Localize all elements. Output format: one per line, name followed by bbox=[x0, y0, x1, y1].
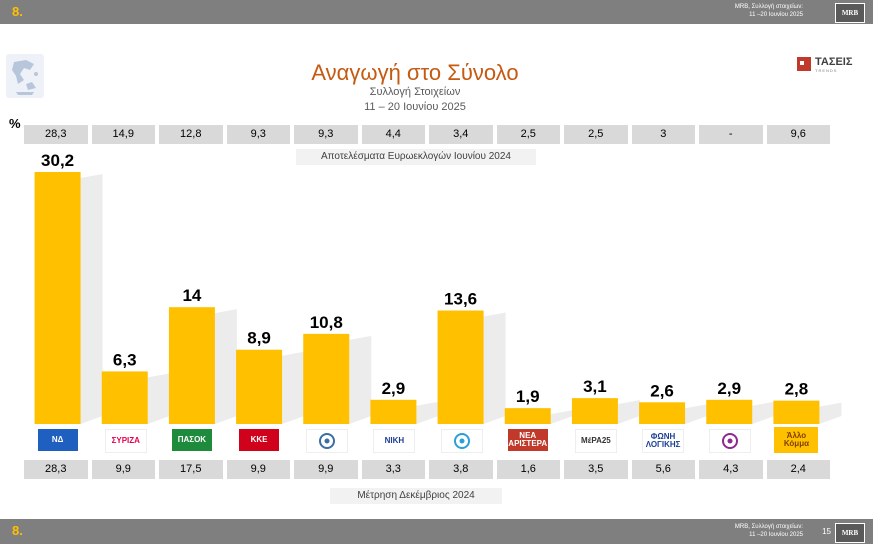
bar-shadow bbox=[550, 410, 573, 424]
allo-komma-box: Άλλο Κόμμα bbox=[774, 427, 819, 453]
december-cell-5: 9,9 bbox=[294, 460, 358, 479]
pasok-logo: ΠΑΣΟΚ bbox=[171, 429, 212, 451]
bar-shadow bbox=[416, 401, 439, 424]
euro-elections-caption: Αποτελέσματα Ευρωεκλογών Ιουνίου 2024 bbox=[296, 149, 536, 165]
december-caption: Μέτρηση Δεκέμβριος 2024 bbox=[330, 488, 502, 504]
bar-3 bbox=[168, 307, 215, 424]
bar-shadow bbox=[752, 401, 775, 424]
bar-10 bbox=[639, 402, 686, 424]
bar-12 bbox=[773, 400, 820, 424]
foni-logikis-logo: ΦΩΝΗ ΛΟΓΙΚΗΣ bbox=[642, 429, 685, 453]
december-cell-1: 28,3 bbox=[24, 460, 88, 479]
december-cell-8: 1,6 bbox=[496, 460, 560, 479]
december-cell-2: 9,9 bbox=[91, 460, 155, 479]
bar-value-label-6: 2,9 bbox=[382, 379, 406, 398]
footer-source-note: MRB, Συλλογή στοιχείων: 11 –20 Ιουνίου 2… bbox=[683, 523, 803, 539]
bar-4 bbox=[236, 349, 283, 424]
december-cell-7: 3,8 bbox=[429, 460, 493, 479]
niki-logo: ΝΙΚΗ bbox=[373, 429, 416, 453]
footer-source-line-1: MRB, Συλλογή στοιχείων: bbox=[734, 524, 803, 530]
footer-bar: 8. MRB, Συλλογή στοιχείων: 11 –20 Ιουνίο… bbox=[0, 519, 873, 544]
december-cell-9: 3,5 bbox=[564, 460, 628, 479]
euro-elections-cell-3: 12,8 bbox=[159, 125, 223, 144]
header-bar: 8. MRB, Συλλογή στοιχείων: 11 –20 Ιουνίο… bbox=[0, 0, 873, 24]
euro-elections-cell-5: 9,3 bbox=[294, 125, 358, 144]
bar-value-label-12: 2,8 bbox=[785, 380, 809, 399]
bar-shadow bbox=[483, 312, 506, 424]
bar-shadow bbox=[80, 174, 103, 424]
bar-2 bbox=[101, 371, 148, 424]
bar-value-label-3: 14 bbox=[182, 286, 201, 305]
bar-value-label-7: 13,6 bbox=[444, 290, 477, 309]
december-cell-4: 9,9 bbox=[226, 460, 290, 479]
bar-shadow bbox=[349, 335, 372, 424]
syriza-logo: ΣΥΡΙΖΑ bbox=[104, 429, 147, 453]
taseis-logo-name: ΤΑΣΕΙΣ bbox=[815, 56, 853, 68]
footer-mrb-logo: MRB bbox=[835, 523, 865, 543]
euro-elections-cell-9: 2,5 bbox=[564, 125, 628, 144]
mera25-logo: ΜέΡΑ25 bbox=[574, 429, 617, 453]
december-row: 28,3 9,9 17,5 9,9 9,9 3,3 3,8 1,6 3,5 5,6 4,3 2,4 bbox=[24, 460, 830, 479]
bar-7 bbox=[437, 310, 484, 424]
bar-shadow bbox=[282, 351, 305, 424]
bar-shadow bbox=[617, 400, 640, 424]
greece-map-icon bbox=[6, 54, 44, 98]
euro-elections-cell-1: 28,3 bbox=[24, 125, 88, 144]
euro-elections-cell-8: 2,5 bbox=[496, 125, 560, 144]
slide-number: 8. bbox=[12, 4, 23, 19]
bar-11 bbox=[706, 399, 753, 424]
mrb-logo: MRB bbox=[835, 3, 865, 23]
december-cell-6: 3,3 bbox=[361, 460, 425, 479]
bar-shadow bbox=[214, 309, 237, 424]
bar-5 bbox=[303, 333, 350, 424]
december-cell-3: 17,5 bbox=[159, 460, 223, 479]
bar-1 bbox=[34, 172, 81, 424]
euro-elections-cell-10: 3 bbox=[631, 125, 695, 144]
bar-value-label-9: 3,1 bbox=[583, 377, 607, 396]
nea-aristera-logo: ΝΕΑ ΑΡΙΣΤΕΡΑ bbox=[507, 429, 548, 451]
euro-elections-row: 28,3 14,9 12,8 9,3 9,3 4,4 3,4 2,5 2,5 3-9,6 bbox=[24, 125, 830, 144]
euro-elections-cell-4: 9,3 bbox=[226, 125, 290, 144]
chart-title: Αναγωγή στο Σύνολο bbox=[311, 60, 519, 85]
bar-value-label-11: 2,9 bbox=[717, 379, 741, 398]
december-cell-12: 2,4 bbox=[766, 460, 830, 479]
bar-value-label-4: 8,9 bbox=[247, 329, 271, 348]
bar-6 bbox=[370, 399, 417, 424]
footer-source-line-2: 11 –20 Ιουνίου 2025 bbox=[749, 532, 803, 538]
bar-value-label-10: 2,6 bbox=[650, 381, 674, 400]
bar-8 bbox=[504, 408, 551, 424]
bar-shadow bbox=[147, 373, 170, 424]
december-cell-11: 4,3 bbox=[699, 460, 763, 479]
source-line-2: 11 –20 Ιουνίου 2025 bbox=[749, 12, 803, 18]
bar-shadow bbox=[819, 402, 842, 424]
nd-logo: ΝΔ bbox=[37, 429, 78, 451]
source-line-1: MRB, Συλλογή στοιχείων: bbox=[734, 4, 803, 10]
kke-logo: ΚΚΕ bbox=[239, 429, 280, 451]
taseis-logo-sub: TRENDS bbox=[815, 68, 838, 73]
bar-9 bbox=[571, 398, 618, 424]
footer-slide-number: 8. bbox=[12, 523, 23, 538]
euro-elections-cell-11: - bbox=[699, 125, 763, 144]
bar-shadow bbox=[685, 404, 708, 424]
source-note: MRB, Συλλογή στοιχείων: 11 –20 Ιουνίου 2… bbox=[683, 3, 803, 19]
euro-elections-cell-7: 3,4 bbox=[429, 125, 493, 144]
dimokrates-logo bbox=[709, 429, 752, 453]
bar-value-label-5: 10,8 bbox=[310, 313, 343, 332]
taseis-logo-mark bbox=[797, 57, 811, 71]
plefsi-logo bbox=[440, 429, 483, 453]
elliniki-lysi-logo bbox=[306, 429, 349, 453]
y-axis-label: % bbox=[9, 116, 21, 131]
euro-elections-cell-6: 4,4 bbox=[361, 125, 425, 144]
euro-elections-cell-2: 14,9 bbox=[91, 125, 155, 144]
page-number: 15 bbox=[822, 527, 831, 536]
bar-value-label-1: 30,2 bbox=[41, 151, 74, 170]
euro-elections-cell-12: 9,6 bbox=[766, 125, 830, 144]
chart-date-range: 11 – 20 Ιουνίου 2025 bbox=[364, 101, 466, 113]
december-cell-10: 5,6 bbox=[631, 460, 695, 479]
taseis-logo: ΤΑΣΕΙΣ TRENDS bbox=[797, 56, 861, 74]
bar-value-label-8: 1,9 bbox=[516, 387, 540, 406]
bar-value-label-2: 6,3 bbox=[113, 350, 137, 369]
chart-subtitle: Συλλογή Στοιχείων bbox=[369, 86, 461, 98]
